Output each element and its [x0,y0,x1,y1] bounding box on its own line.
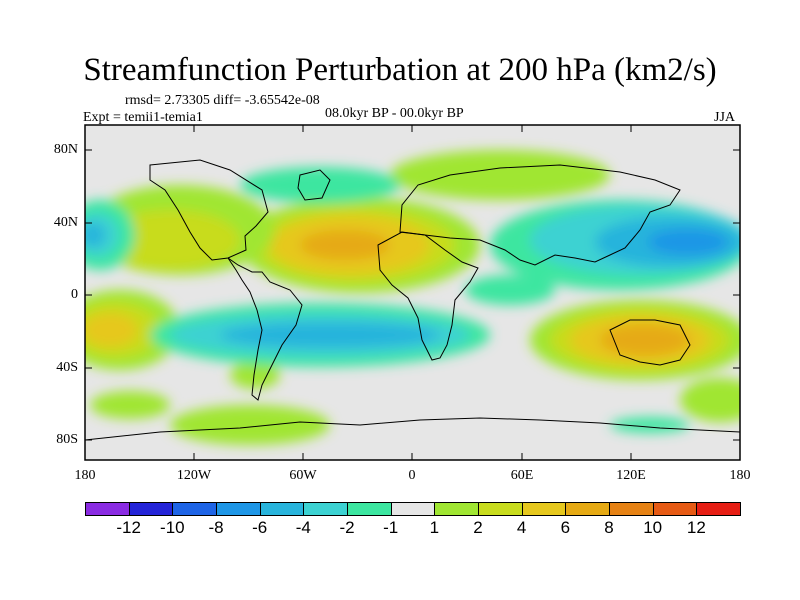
expt-text: Expt = temii1-temia1 [83,110,203,125]
colorbar-swatch [390,502,436,516]
y-tick-40s: 40S [56,360,78,375]
colorbar-swatch [565,502,610,516]
colorbar-swatch [696,502,741,516]
y-tick-0: 0 [71,287,78,302]
contour-s-atlantic-neg-4 [220,322,440,348]
contour-e-pacific-neg-4 [85,223,105,247]
period-text: 08.0kyr BP - 00.0kyr BP [325,106,464,121]
x-tick-180e: 180 [729,468,751,483]
contour-n-atlantic-pos-8 [300,230,390,260]
colorbar-label: 12 [686,518,706,537]
colorbar-swatch [259,502,305,516]
x-tick-120w: 120W [176,468,212,483]
colorbar-swatch [172,502,217,516]
contour-australia-pos-8 [600,324,690,356]
contour-south-ocean-pos-2 [170,405,330,445]
colorbar-swatch [609,502,654,516]
x-tick-0: 0 [408,468,416,483]
colorbar-label: 8 [604,518,614,537]
colorbar-swatch [652,502,698,516]
season-text: JJA [714,110,736,125]
south-america-outline [227,257,303,401]
contour-se-pacific-pos-6 [85,313,138,347]
greenland-outline [297,169,331,201]
eurasia-outline [399,164,681,266]
contour-sw-pos-2 [90,391,170,419]
colorbar-label: -8 [208,518,224,537]
y-tick-40n: 40N [53,215,78,230]
y-tick-80s: 80S [56,432,78,447]
contour-sa-pos-2 [230,361,280,389]
colorbar-label: -12 [116,518,141,537]
africa-outline [377,231,479,361]
contour-eurasia-pos-2 [390,150,610,200]
colorbar-swatch [128,502,174,516]
colorbar-swatch [347,502,392,516]
contour-indian-neg-1 [465,275,555,305]
x-tick-60w: 60W [289,468,317,483]
australia-outline [609,319,691,366]
x-tick-60e: 60E [510,468,534,483]
chart-title: Streamfunction Perturbation at 200 hPa (… [83,52,717,88]
north-america-outline [149,159,269,261]
colorbar-label: 1 [429,518,440,537]
colorbar-label: 4 [516,518,527,537]
colorbar-swatch [216,502,261,516]
y-tick-80n: 80N [53,142,78,157]
colorbar-swatch [434,502,479,516]
contour-se-pos-2 [680,378,740,422]
colorbar-swatch [478,502,523,516]
contour-w-pacific-neg-6 [648,229,728,255]
contour-field [85,125,740,460]
colorbar-label: -1 [383,518,399,537]
contour-n-atlantic-neg-1 [240,167,400,203]
contour-na-pos-4 [100,210,240,270]
coastlines [85,159,740,441]
colorbar-label: -2 [339,518,355,537]
colorbar-swatch [303,502,348,516]
colorbar-label: 6 [560,518,571,537]
colorbar-label: -6 [252,518,268,537]
colorbar-swatch [521,502,567,516]
x-tick-120e: 120E [616,468,646,483]
axis-ticks [85,125,740,460]
colorbar-label: 10 [643,518,663,537]
colorbar-label: -10 [160,518,185,537]
colorbar-label: -4 [295,518,311,537]
antarctica-outline [85,417,740,441]
colorbar-label: 2 [473,518,483,537]
x-tick-180w: 180 [74,468,96,483]
stats-text: rmsd= 2.73305 diff= -3.65542e-08 [125,93,320,108]
colorbar-swatch [85,502,130,516]
